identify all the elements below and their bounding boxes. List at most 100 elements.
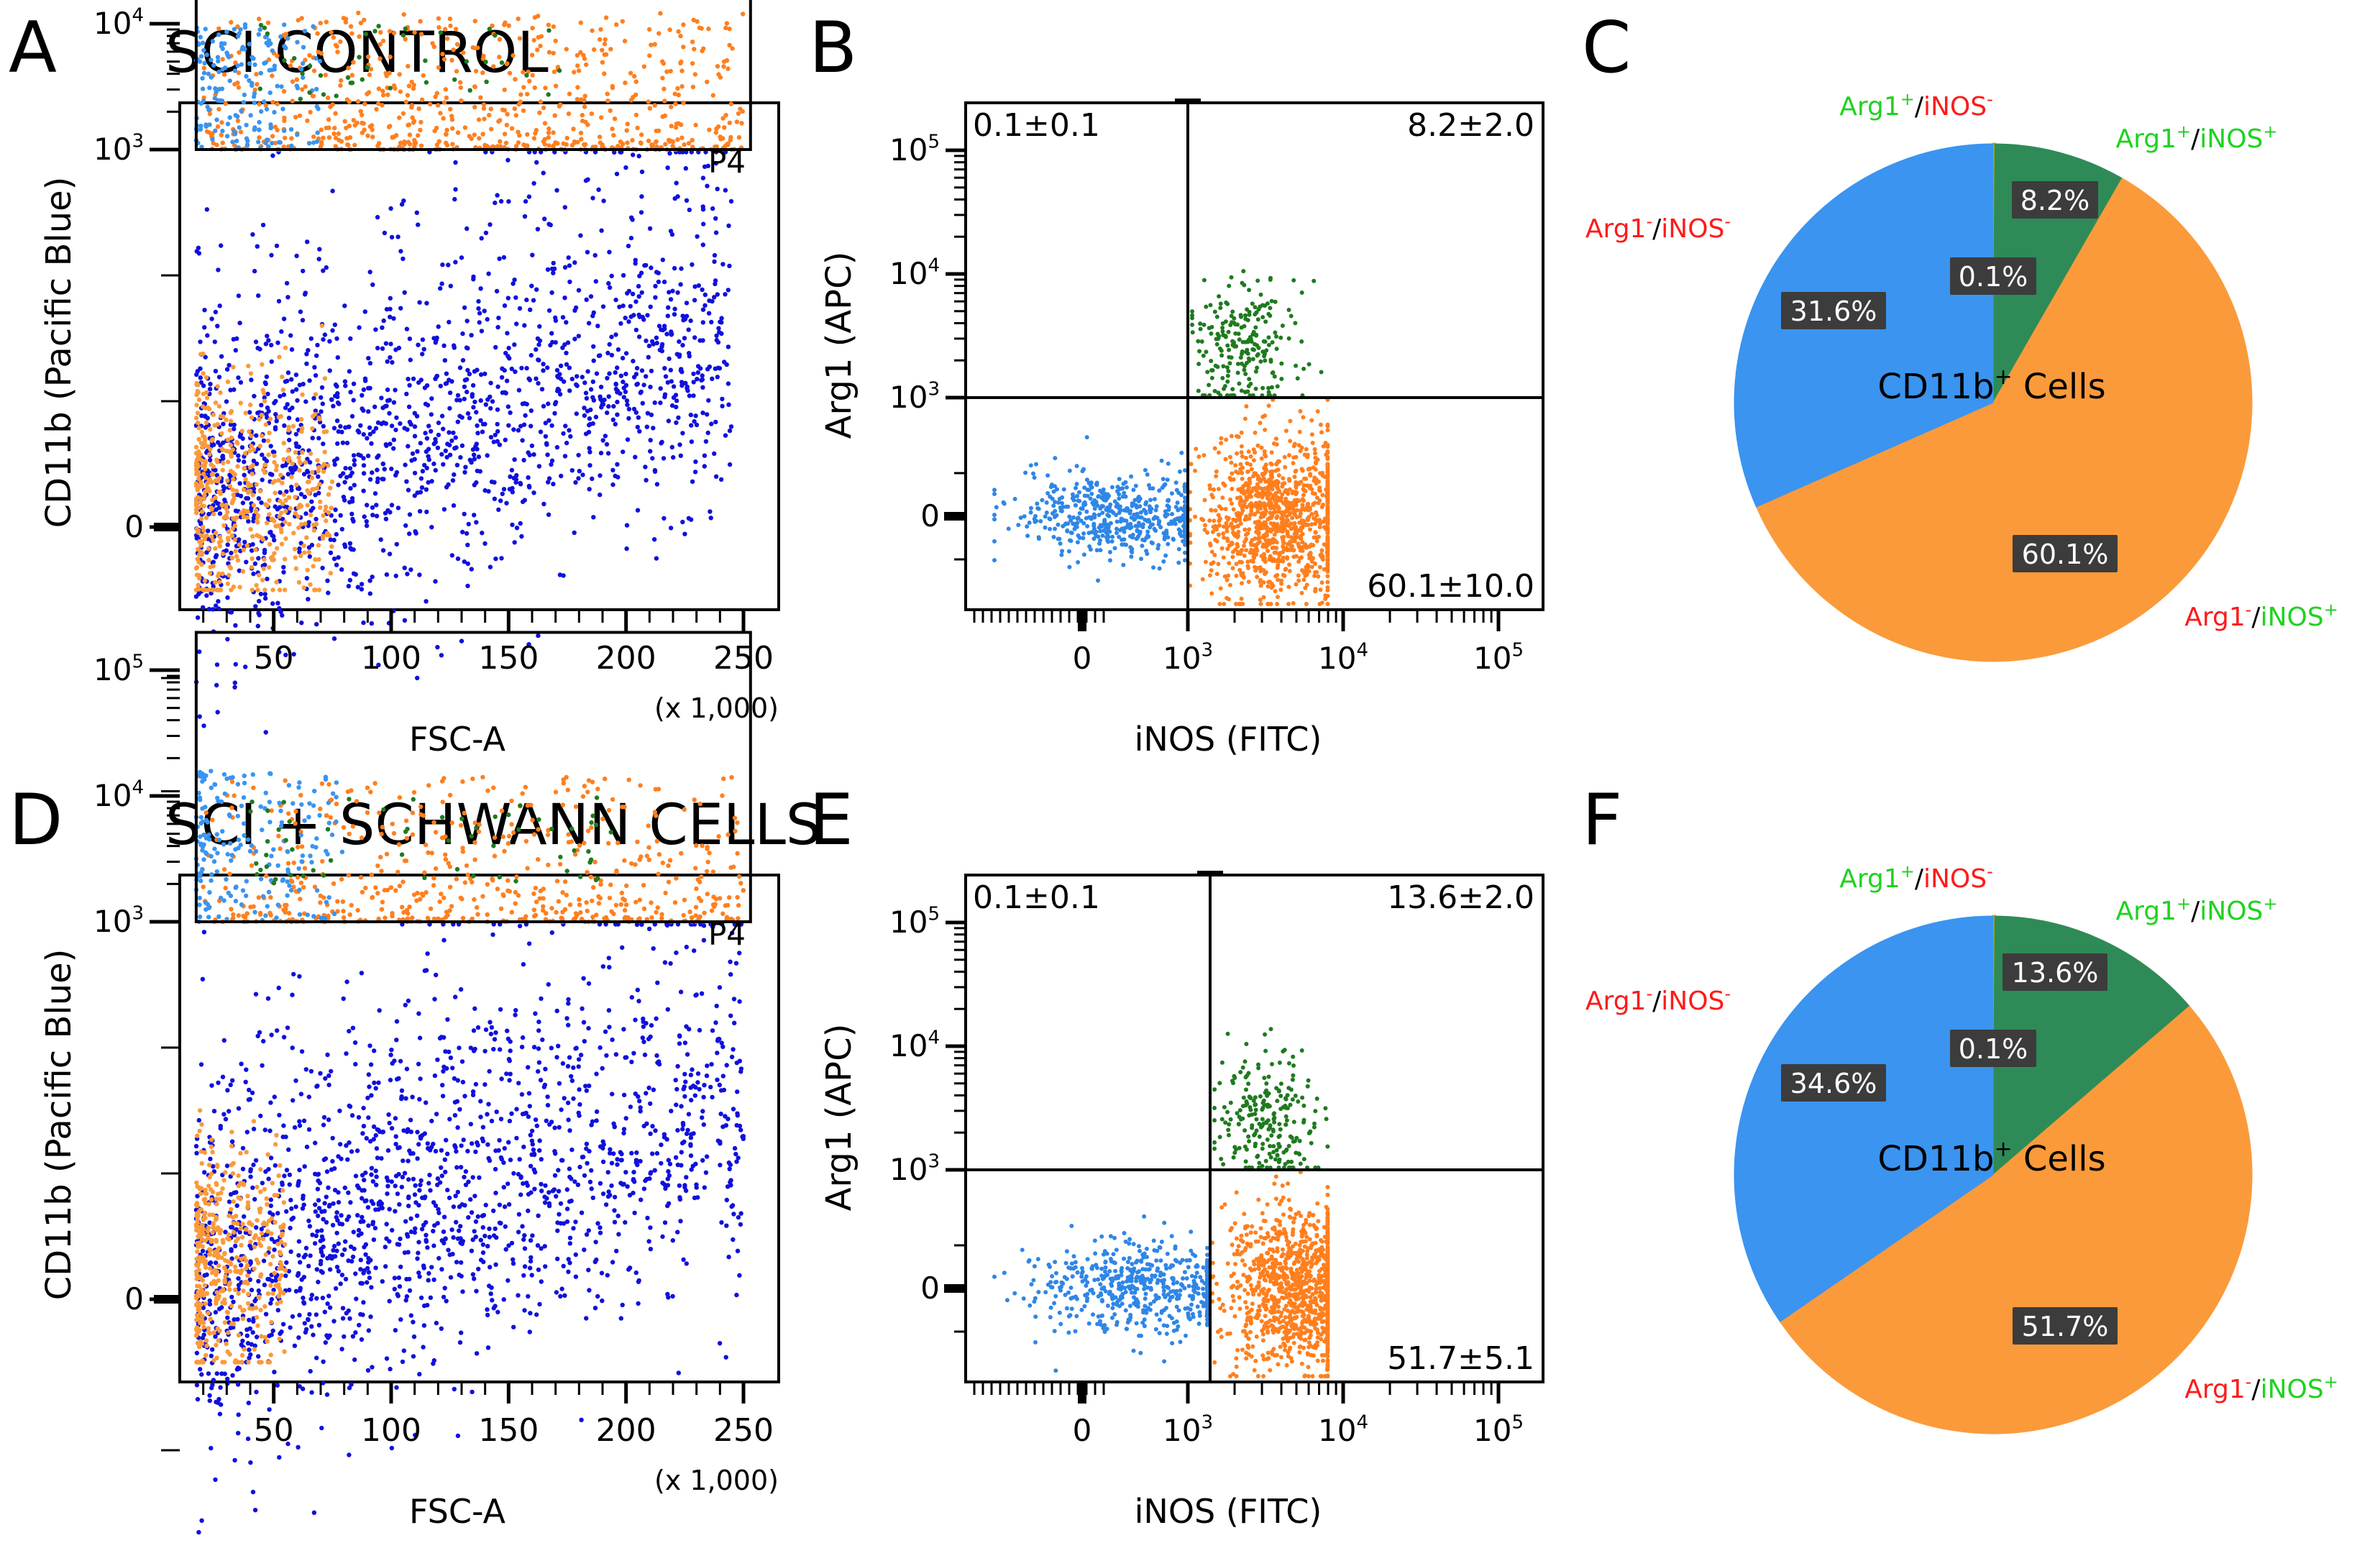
- event-point: [1209, 562, 1214, 567]
- event-point: [1259, 445, 1264, 450]
- event-point: [1102, 518, 1107, 523]
- event-point: [1233, 331, 1238, 336]
- event-point: [232, 422, 237, 428]
- event-point: [1074, 482, 1079, 487]
- event-point: [228, 443, 234, 448]
- event-point: [1273, 510, 1277, 515]
- event-point: [1245, 470, 1250, 475]
- event-point: [257, 119, 262, 125]
- event-point: [442, 27, 448, 32]
- event-point: [598, 37, 603, 42]
- event-point: [580, 472, 585, 477]
- event-point: [553, 318, 559, 324]
- event-point: [207, 488, 212, 494]
- event-point: [263, 381, 268, 386]
- event-point: [551, 482, 556, 487]
- event-point: [213, 546, 218, 551]
- event-point: [726, 344, 731, 349]
- event-point: [546, 418, 551, 423]
- event-point: [717, 366, 723, 371]
- event-point: [237, 321, 242, 326]
- event-point: [1246, 449, 1251, 454]
- event-point: [274, 418, 279, 423]
- event-point: [636, 415, 641, 420]
- event-point: [367, 578, 372, 583]
- event-point: [582, 93, 587, 99]
- event-point: [1107, 513, 1112, 518]
- event-point: [471, 277, 476, 282]
- event-point: [651, 342, 656, 347]
- event-point: [333, 144, 338, 149]
- event-point: [347, 99, 352, 104]
- event-point: [331, 403, 336, 408]
- event-point: [1098, 538, 1102, 543]
- event-point: [1176, 560, 1181, 565]
- event-point: [1097, 494, 1102, 498]
- event-point: [441, 462, 446, 467]
- event-point: [1325, 588, 1330, 592]
- event-point: [549, 458, 555, 463]
- event-point: [232, 426, 237, 431]
- event-point: [1255, 520, 1260, 525]
- event-point: [216, 375, 222, 380]
- event-point: [1061, 487, 1066, 492]
- event-point: [231, 493, 236, 498]
- event-point: [215, 55, 221, 60]
- event-point: [406, 83, 412, 88]
- event-point: [578, 20, 583, 25]
- event-point: [451, 430, 456, 436]
- event-point: [1216, 487, 1221, 492]
- event-point: [1225, 373, 1230, 378]
- event-point: [411, 120, 416, 125]
- event-point: [303, 511, 308, 516]
- event-point: [285, 36, 290, 41]
- event-point: [1276, 577, 1281, 582]
- event-point: [690, 137, 695, 143]
- event-point: [444, 371, 449, 376]
- event-point: [1151, 565, 1155, 570]
- event-point: [250, 534, 255, 539]
- event-point: [555, 386, 561, 392]
- event-point: [635, 424, 640, 430]
- event-point: [1210, 495, 1215, 500]
- event-point: [587, 487, 592, 492]
- event-point: [225, 542, 230, 547]
- event-point: [232, 132, 238, 137]
- event-point: [1246, 493, 1251, 498]
- event-point: [378, 537, 383, 542]
- event-point: [1294, 485, 1299, 490]
- event-point: [587, 463, 592, 468]
- event-point: [1242, 553, 1247, 558]
- event-point: [248, 464, 253, 470]
- event-point: [1252, 347, 1256, 352]
- event-point: [416, 133, 421, 138]
- event-point: [552, 113, 557, 118]
- event-point: [1317, 518, 1322, 523]
- event-point: [287, 408, 292, 413]
- event-point: [412, 493, 417, 498]
- event-point: [538, 43, 543, 49]
- event-point: [708, 509, 713, 514]
- event-point: [632, 73, 637, 79]
- event-point: [1222, 574, 1227, 579]
- event-point: [210, 607, 216, 612]
- event-point: [334, 336, 339, 342]
- event-point: [221, 72, 227, 77]
- event-point: [615, 365, 620, 370]
- event-point: [483, 402, 488, 407]
- event-point: [660, 257, 665, 262]
- event-point: [254, 582, 259, 588]
- event-point: [614, 22, 619, 27]
- event-point: [654, 482, 660, 487]
- event-point: [683, 380, 688, 385]
- event-point: [262, 547, 267, 553]
- event-point: [1253, 568, 1258, 573]
- event-point: [582, 142, 588, 147]
- event-point: [265, 405, 270, 411]
- event-point: [214, 603, 219, 608]
- event-point: [373, 426, 379, 431]
- event-point: [244, 543, 250, 549]
- event-point: [659, 439, 664, 444]
- event-point: [546, 476, 552, 481]
- event-point: [275, 101, 280, 106]
